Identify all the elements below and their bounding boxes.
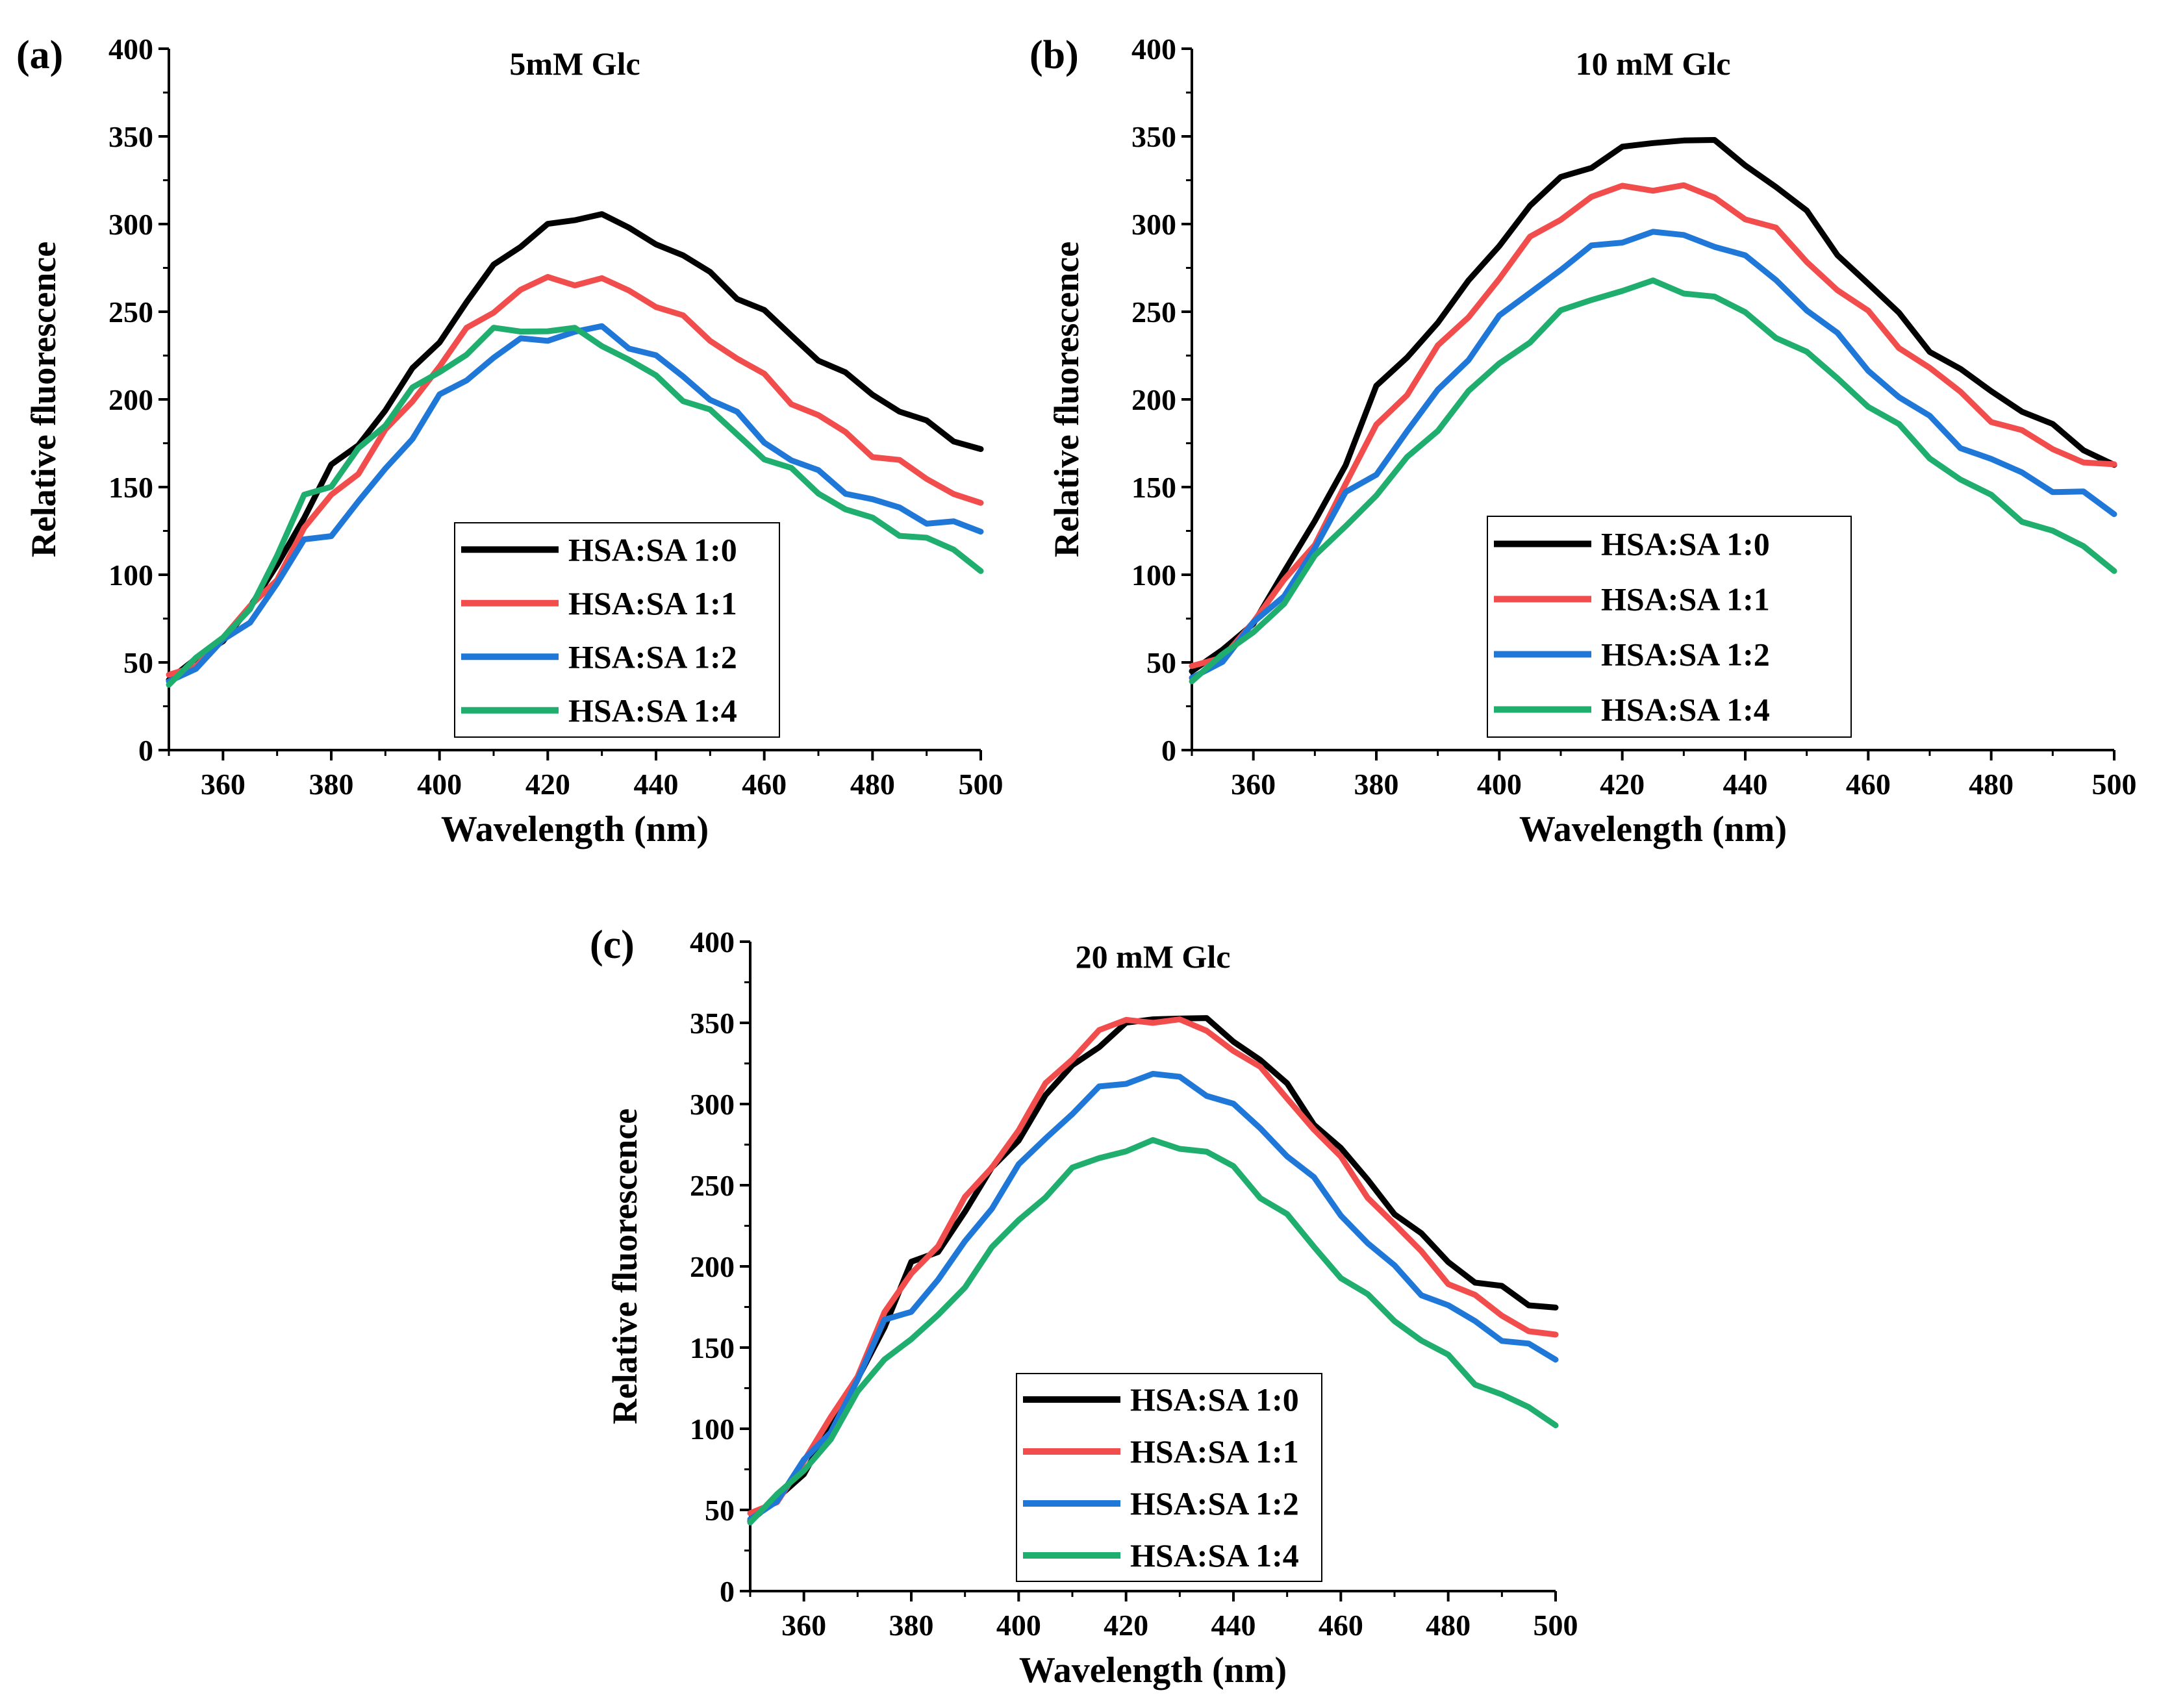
chart-title: 10 mM Glc [1576, 45, 1731, 82]
x-tick-label: 380 [309, 768, 354, 801]
y-tick-label: 200 [108, 383, 153, 416]
chart-panel-c: (c) 20 mM Glc 0 50 100 150 200 250 300 350 400 360 3… [585, 896, 1624, 1708]
chart-panel-a: (a) 5mM Glc 0 50 100 150 200 250 300 350 400 360 380… [0, 0, 1039, 896]
y-tick-label: 0 [1161, 734, 1176, 767]
legend-label-1: HSA:SA 1:0 [1130, 1381, 1299, 1418]
y-tick-label: 300 [108, 208, 153, 241]
x-tick-label: 500 [2092, 768, 2137, 801]
series-line-4 [747, 1137, 1559, 1526]
legend-label-4: HSA:SA 1:4 [568, 692, 737, 729]
x-tick-label: 440 [634, 768, 679, 801]
y-tick-label: 200 [690, 1250, 735, 1283]
legend-label-3: HSA:SA 1:2 [568, 638, 737, 675]
x-axis-label: Wavelength (nm) [1519, 809, 1787, 849]
y-axis-label: Relative fluorescence [1047, 242, 1086, 557]
x-tick-label: 380 [1354, 768, 1399, 801]
x-tick-label: 460 [1846, 768, 1891, 801]
series-line-3 [166, 323, 984, 684]
y-tick-label: 350 [1131, 120, 1176, 153]
panel-label: (c) [590, 923, 635, 967]
y-tick-label: 250 [1131, 295, 1176, 329]
chart-a-svg: (a) 5mM Glc 0 50 100 150 200 250 300 350 400 360 380… [16, 32, 1004, 849]
y-tick-label: 400 [108, 32, 153, 66]
legend-box [1487, 516, 1852, 738]
y-tick-label: 200 [1131, 383, 1176, 416]
y-tick-label: 300 [690, 1088, 735, 1121]
x-tick-label: 460 [1319, 1609, 1363, 1642]
legend-label-3: HSA:SA 1:2 [1130, 1485, 1299, 1522]
x-tick-label: 440 [1211, 1609, 1256, 1642]
legend-label-1: HSA:SA 1:0 [1601, 526, 1770, 562]
y-tick-label: 50 [1146, 646, 1176, 679]
x-axis-label: Wavelength (nm) [441, 809, 709, 849]
x-axis-label: Wavelength (nm) [1019, 1650, 1287, 1690]
x-tick-label: 360 [1231, 768, 1276, 801]
y-tick-label: 350 [690, 1007, 735, 1040]
y-tick-label: 100 [690, 1413, 735, 1446]
legend-label-2: HSA:SA 1:1 [1130, 1433, 1299, 1470]
chart-title: 5mM Glc [509, 45, 640, 82]
series-line-1 [166, 211, 984, 683]
x-tick-label: 380 [889, 1609, 934, 1642]
x-tick-label: 420 [525, 768, 570, 801]
series-line-1 [1189, 137, 2117, 674]
legend-label-1: HSA:SA 1:0 [568, 531, 737, 568]
y-tick-label: 150 [1131, 471, 1176, 504]
x-tick-label: 420 [1600, 768, 1645, 801]
x-tick-label: 440 [1723, 768, 1768, 801]
legend-label-2: HSA:SA 1:1 [568, 585, 737, 622]
x-tick-label: 360 [781, 1609, 826, 1642]
legend-label-2: HSA:SA 1:1 [1601, 581, 1770, 618]
legend-label-3: HSA:SA 1:2 [1601, 636, 1770, 673]
y-tick-label: 0 [138, 734, 153, 767]
series-line-2 [166, 273, 984, 678]
y-tick-label: 150 [108, 471, 153, 504]
y-tick-label: 400 [1131, 32, 1176, 66]
chart-b-svg: (b) 10 mM Glc 0 50 100 150 200 250 300 350 400 360 3… [1029, 32, 2137, 849]
x-tick-label: 500 [959, 768, 1004, 801]
x-tick-label: 480 [1969, 768, 2014, 801]
y-tick-label: 250 [690, 1169, 735, 1202]
y-tick-label: 150 [690, 1331, 735, 1364]
panel-label: (a) [16, 33, 63, 77]
series-line-3 [747, 1071, 1559, 1522]
y-tick-label: 400 [690, 925, 735, 959]
x-tick-label: 460 [742, 768, 787, 801]
y-tick-label: 300 [1131, 208, 1176, 241]
y-tick-label: 100 [108, 559, 153, 592]
legend-box [454, 522, 780, 738]
panel-label: (b) [1029, 33, 1079, 77]
y-axis-label: Relative fluorescence [24, 242, 63, 557]
y-axis-label: Relative fluorescence [605, 1109, 644, 1424]
y-tick-label: 50 [705, 1494, 735, 1527]
series-line-4 [166, 325, 984, 688]
y-tick-label: 50 [123, 646, 153, 679]
series-line-3 [1189, 229, 2117, 681]
chart-c-svg: (c) 20 mM Glc 0 50 100 150 200 250 300 350 400 360 3… [590, 923, 1578, 1690]
legend-label-4: HSA:SA 1:4 [1601, 692, 1770, 728]
legend-box [1016, 1373, 1322, 1582]
x-tick-label: 400 [996, 1609, 1041, 1642]
y-tick-label: 250 [108, 295, 153, 329]
x-tick-label: 400 [417, 768, 462, 801]
y-tick-label: 100 [1131, 559, 1176, 592]
legend-label-4: HSA:SA 1:4 [1130, 1537, 1299, 1574]
y-tick-label: 0 [720, 1575, 735, 1608]
x-tick-label: 360 [201, 768, 246, 801]
chart-panel-b: (b) 10 mM Glc 0 50 100 150 200 250 300 350 400 360 3… [1026, 0, 2159, 896]
series-line-1 [747, 1015, 1559, 1524]
x-tick-label: 480 [850, 768, 895, 801]
x-tick-label: 400 [1477, 768, 1522, 801]
y-tick-label: 350 [108, 120, 153, 153]
x-tick-label: 500 [1534, 1609, 1578, 1642]
chart-title: 20 mM Glc [1076, 938, 1231, 975]
series-line-4 [1189, 277, 2117, 684]
series-line-2 [1189, 182, 2117, 669]
x-tick-label: 420 [1104, 1609, 1148, 1642]
series-line-2 [747, 1016, 1559, 1516]
x-tick-label: 480 [1426, 1609, 1471, 1642]
